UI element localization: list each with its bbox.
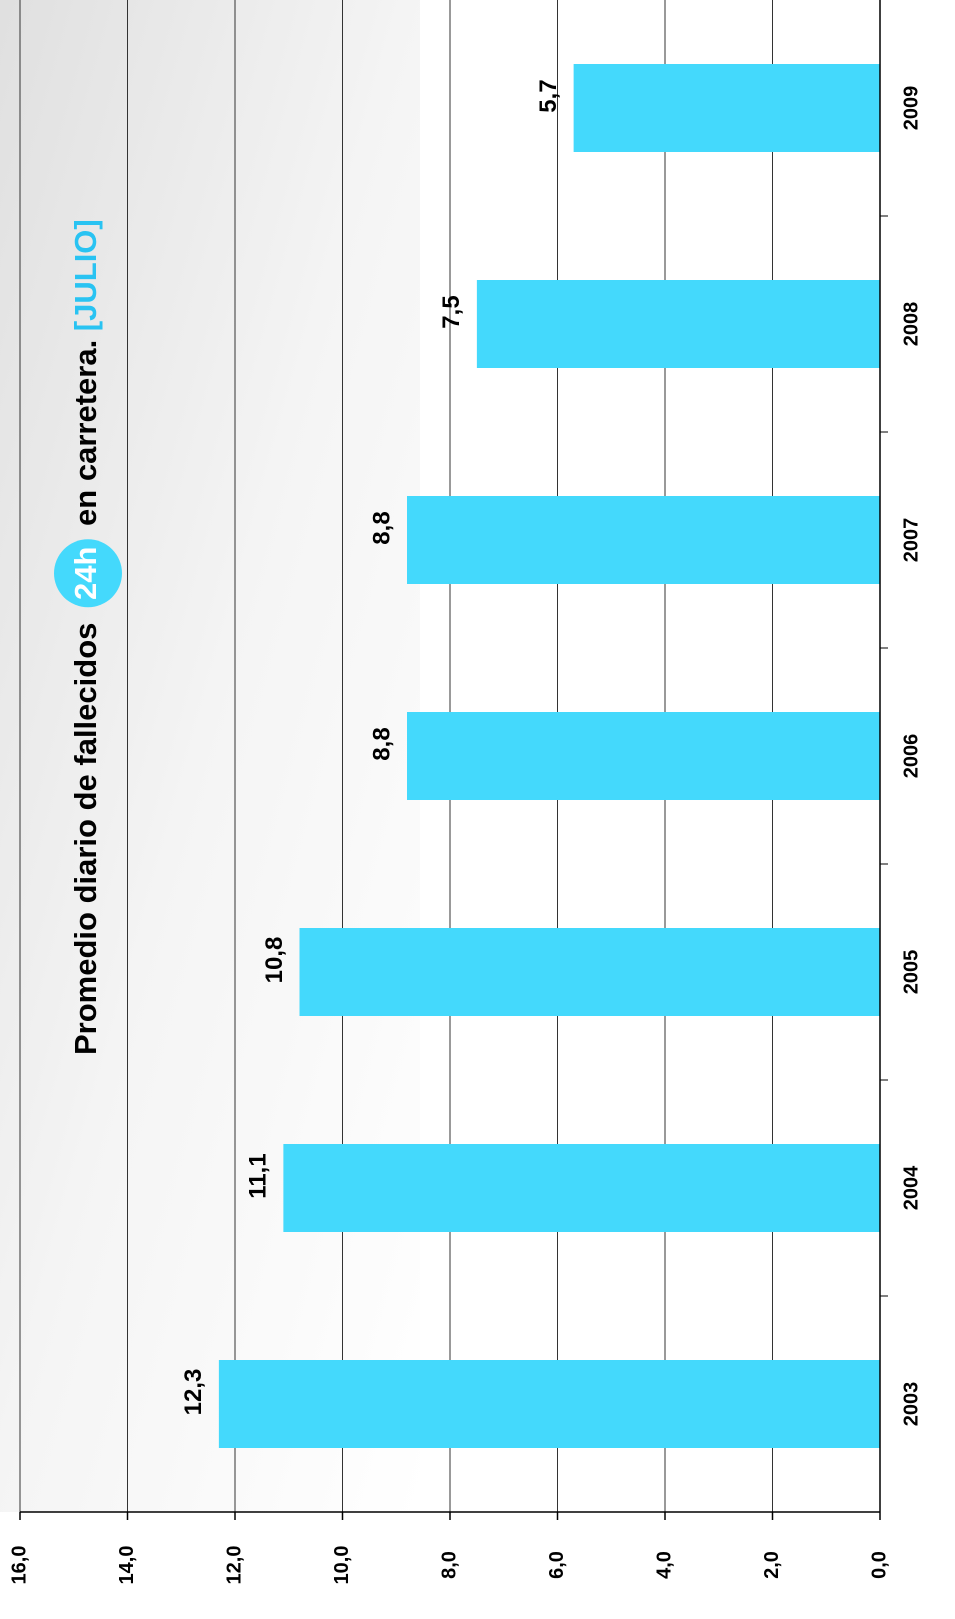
data-label: 10,8	[261, 937, 288, 984]
chart-title-group: Promedio diario de fallecidos 24h en car…	[68, 219, 103, 1055]
bar	[283, 1144, 880, 1232]
x-tick-label: 2003	[900, 1382, 922, 1427]
bar	[407, 712, 880, 800]
y-tick-label: 14,0	[116, 1546, 138, 1585]
bar	[218, 1360, 880, 1448]
y-tick-label: 0,0	[868, 1551, 890, 1579]
y-tick-label: 12,0	[223, 1546, 245, 1585]
bar	[299, 928, 880, 1016]
y-tick-label: 6,0	[546, 1551, 568, 1579]
title-suffix: en carretera.	[68, 340, 103, 526]
x-tick-label: 2004	[900, 1165, 922, 1210]
data-label: 5,7	[535, 79, 562, 112]
x-tick-label: 2007	[900, 518, 922, 563]
y-tick-label: 2,0	[761, 1551, 783, 1579]
badge: 24h	[68, 547, 103, 600]
y-tick-label: 4,0	[653, 1551, 675, 1579]
bar	[407, 496, 880, 584]
data-label: 8,8	[368, 511, 395, 544]
x-tick-label: 2008	[900, 302, 922, 347]
data-label: 7,5	[438, 295, 465, 328]
data-label: 8,8	[368, 727, 395, 760]
x-tick-label: 2005	[900, 950, 922, 995]
bar	[573, 64, 880, 152]
x-tick-label: 2006	[900, 734, 922, 779]
chart-title: Promedio diario de fallecidos	[68, 623, 103, 1055]
badge-circle	[54, 539, 122, 608]
data-label: 12,3	[180, 1369, 207, 1416]
background-art	[0, 0, 420, 1512]
y-tick-label: 16,0	[8, 1546, 30, 1585]
y-tick-label: 8,0	[438, 1551, 460, 1579]
subtitle: [JULIO]	[68, 219, 103, 331]
x-tick-label: 2009	[900, 86, 922, 131]
y-tick-label: 10,0	[331, 1546, 353, 1585]
data-label: 11,1	[245, 1153, 272, 1198]
bar	[476, 280, 880, 368]
